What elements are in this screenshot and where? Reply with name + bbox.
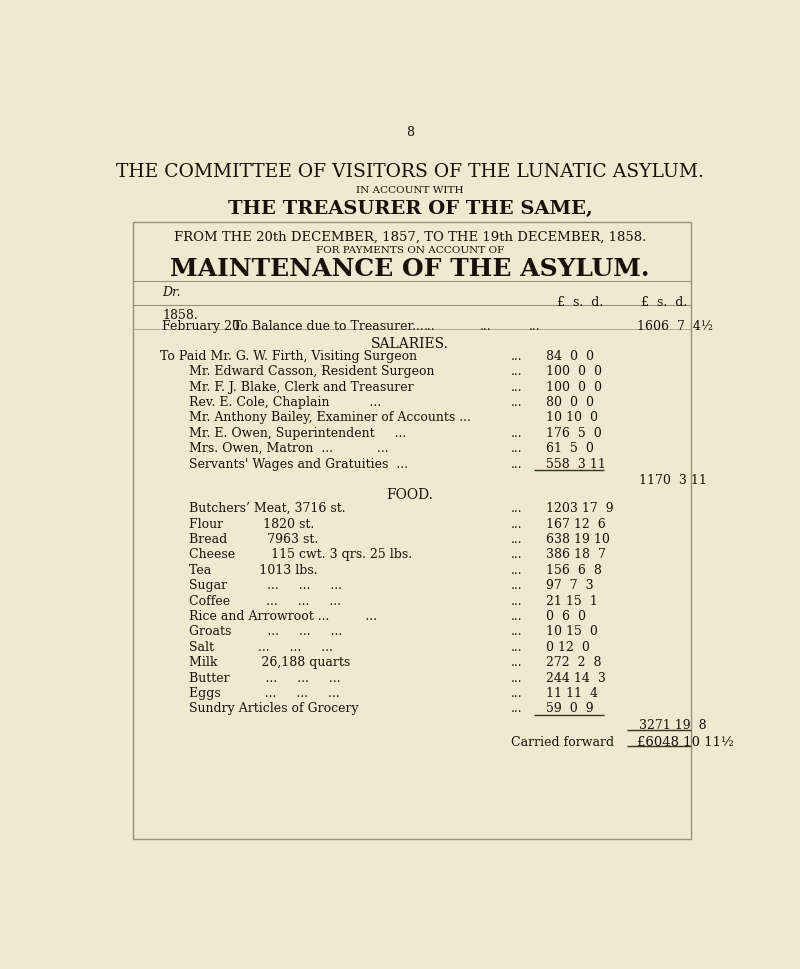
Text: 80  0  0: 80 0 0 (546, 395, 594, 409)
Text: ...: ... (510, 364, 522, 378)
Text: 176  5  0: 176 5 0 (546, 426, 602, 439)
Text: £  s.  d.: £ s. d. (641, 296, 687, 308)
Text: ...: ... (510, 517, 522, 530)
Text: Tea            1013 lbs.: Tea 1013 lbs. (189, 563, 318, 577)
Text: £6048 10 11½: £6048 10 11½ (637, 735, 734, 748)
Text: Mr. Edward Casson, Resident Surgeon: Mr. Edward Casson, Resident Surgeon (189, 364, 434, 378)
Text: Mr. E. Owen, Superintendent     ...: Mr. E. Owen, Superintendent ... (189, 426, 406, 439)
Text: ...: ... (510, 457, 522, 470)
Text: 1858.: 1858. (162, 308, 198, 322)
Text: Cheese         115 cwt. 3 qrs. 25 lbs.: Cheese 115 cwt. 3 qrs. 25 lbs. (189, 547, 412, 561)
Text: Carried forward: Carried forward (510, 735, 614, 748)
Text: Groats         ...     ...     ...: Groats ... ... ... (189, 625, 342, 638)
Text: ...: ... (480, 320, 491, 332)
Text: Mr. Anthony Bailey, Examiner of Accounts ...: Mr. Anthony Bailey, Examiner of Accounts… (189, 411, 471, 423)
Text: ...: ... (510, 502, 522, 515)
Text: ...: ... (424, 320, 435, 332)
Text: 84  0  0: 84 0 0 (546, 350, 594, 362)
Text: Mr. F. J. Blake, Clerk and Treasurer: Mr. F. J. Blake, Clerk and Treasurer (189, 380, 414, 393)
Text: To Balance due to Treasurer...: To Balance due to Treasurer... (234, 320, 424, 332)
Text: 244 14  3: 244 14 3 (546, 671, 606, 684)
Text: Milk           26,188 quarts: Milk 26,188 quarts (189, 655, 350, 669)
Text: ...: ... (510, 625, 522, 638)
Text: ...: ... (510, 655, 522, 669)
Text: FOR PAYMENTS ON ACCOUNT OF: FOR PAYMENTS ON ACCOUNT OF (316, 245, 504, 255)
Text: 1203 17  9: 1203 17 9 (546, 502, 614, 515)
Text: ...: ... (529, 320, 540, 332)
Text: February 20.: February 20. (162, 320, 244, 332)
Text: 0 12  0: 0 12 0 (546, 641, 590, 653)
Text: Rice and Arrowroot ...         ...: Rice and Arrowroot ... ... (189, 610, 377, 622)
Text: 1606  7  4½: 1606 7 4½ (637, 320, 713, 332)
Text: FROM THE 20th DECEMBER, 1857, TO THE 19th DECEMBER, 1858.: FROM THE 20th DECEMBER, 1857, TO THE 19t… (174, 230, 646, 243)
Text: MAINTENANCE OF THE ASYLUM.: MAINTENANCE OF THE ASYLUM. (170, 257, 650, 281)
Text: 0  6  0: 0 6 0 (546, 610, 586, 622)
Text: ...: ... (510, 578, 522, 591)
Text: ...: ... (510, 594, 522, 607)
Text: 3271 19  8: 3271 19 8 (638, 718, 706, 731)
Text: ...: ... (510, 350, 522, 362)
Text: 100  0  0: 100 0 0 (546, 380, 602, 393)
Text: 386 18  7: 386 18 7 (546, 547, 606, 561)
Text: ...: ... (510, 671, 522, 684)
Text: 272  2  8: 272 2 8 (546, 655, 601, 669)
Text: 97  7  3: 97 7 3 (546, 578, 594, 591)
Text: SALARIES.: SALARIES. (371, 337, 449, 351)
Text: FOOD.: FOOD. (386, 487, 434, 502)
Text: ...: ... (510, 532, 522, 546)
Text: ...: ... (510, 563, 522, 577)
Text: 100  0  0: 100 0 0 (546, 364, 602, 378)
Text: IN ACCOUNT WITH: IN ACCOUNT WITH (356, 185, 464, 195)
Text: Butter         ...     ...     ...: Butter ... ... ... (189, 671, 341, 684)
Text: ...: ... (510, 610, 522, 622)
Text: 638 19 10: 638 19 10 (546, 532, 610, 546)
Bar (133, 223, 690, 839)
Text: ...: ... (510, 641, 522, 653)
Text: ...: ... (510, 426, 522, 439)
Text: 558  3 11: 558 3 11 (546, 457, 606, 470)
Text: ...: ... (510, 380, 522, 393)
Text: Bread          7963 st.: Bread 7963 st. (189, 532, 318, 546)
Text: Rev. E. Cole, Chaplain          ...: Rev. E. Cole, Chaplain ... (189, 395, 382, 409)
Text: 167 12  6: 167 12 6 (546, 517, 606, 530)
Text: 61  5  0: 61 5 0 (546, 442, 594, 454)
Text: ...: ... (510, 547, 522, 561)
Text: Butchers’ Meat, 3716 st.: Butchers’ Meat, 3716 st. (189, 502, 346, 515)
Text: Flour          1820 st.: Flour 1820 st. (189, 517, 314, 530)
Text: ...: ... (510, 442, 522, 454)
Text: Mrs. Owen, Matron  ...           ...: Mrs. Owen, Matron ... ... (189, 442, 389, 454)
Text: 21 15  1: 21 15 1 (546, 594, 598, 607)
Text: 8: 8 (406, 126, 414, 139)
Text: THE TREASURER OF THE SAME,: THE TREASURER OF THE SAME, (228, 200, 592, 217)
Text: Sundry Articles of Grocery: Sundry Articles of Grocery (189, 702, 358, 714)
Text: ...: ... (510, 686, 522, 700)
Text: Servants' Wages and Gratuities  ...: Servants' Wages and Gratuities ... (189, 457, 408, 470)
Text: Salt           ...     ...     ...: Salt ... ... ... (189, 641, 333, 653)
Text: To Paid Mr. G. W. Firth, Visiting Surgeon: To Paid Mr. G. W. Firth, Visiting Surgeo… (161, 350, 418, 362)
Text: 11 11  4: 11 11 4 (546, 686, 598, 700)
Text: 59  0  9: 59 0 9 (546, 702, 594, 714)
Text: THE COMMITTEE OF VISITORS OF THE LUNATIC ASYLUM.: THE COMMITTEE OF VISITORS OF THE LUNATIC… (116, 163, 704, 180)
Text: Eggs           ...     ...     ...: Eggs ... ... ... (189, 686, 340, 700)
Text: ...: ... (510, 702, 522, 714)
Text: Dr.: Dr. (162, 286, 181, 298)
Text: 10 10  0: 10 10 0 (546, 411, 598, 423)
Text: ...: ... (510, 395, 522, 409)
Text: 156  6  8: 156 6 8 (546, 563, 602, 577)
Text: 1170  3 11: 1170 3 11 (638, 473, 706, 486)
Text: £  s.  d.: £ s. d. (558, 296, 603, 308)
Text: Coffee         ...     ...     ...: Coffee ... ... ... (189, 594, 341, 607)
Text: Sugar          ...     ...     ...: Sugar ... ... ... (189, 578, 342, 591)
Text: 10 15  0: 10 15 0 (546, 625, 598, 638)
